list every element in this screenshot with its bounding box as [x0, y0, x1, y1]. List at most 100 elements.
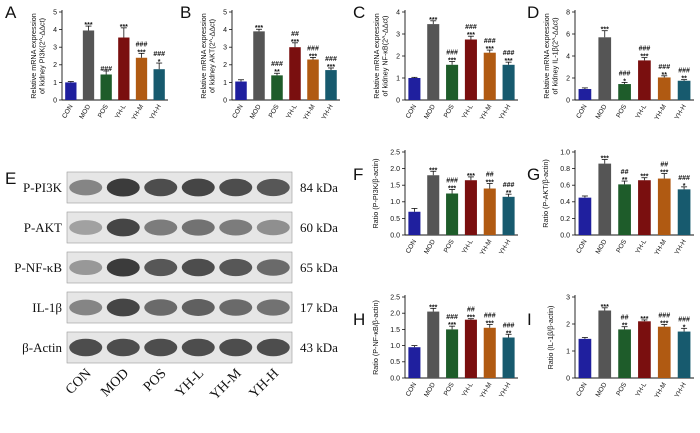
significance-star: *** [601, 27, 609, 34]
bar-pos [100, 74, 112, 100]
category-label: YH-M [479, 239, 493, 257]
blot-band [256, 338, 290, 357]
bar-mod [598, 163, 612, 235]
category-label: MOD [78, 103, 92, 120]
significance-star: *** [84, 22, 92, 29]
significance-hash: ### [619, 70, 631, 77]
significance-hash: ### [136, 41, 148, 48]
bar-yh-m [657, 178, 671, 235]
significance-star: *** [467, 32, 475, 39]
significance-hash: ### [271, 61, 283, 68]
chart-panel-b: B 0 1 2 3 4 5 Relative mRNA expressionof kidney… [180, 3, 340, 122]
blot-row-0: P-PI3K 84 kDa [23, 171, 338, 204]
bar-pos [446, 64, 459, 100]
blot-row-4: β-Actin 43 kDa [22, 331, 338, 364]
y-tick-label: 0.0 [390, 375, 400, 382]
category-label: YH-H [149, 103, 163, 121]
category-label: POS [443, 381, 456, 397]
significance-star: *** [660, 321, 668, 328]
category-label: YH-H [674, 381, 688, 399]
significance-star: *** [448, 186, 456, 193]
bar-pos [446, 329, 459, 378]
blot-band [181, 219, 215, 236]
bar-yh-m [657, 77, 671, 100]
significance-star: ** [622, 323, 628, 330]
category-label: POS [443, 103, 456, 119]
significance-star: *** [429, 17, 437, 24]
category-label: YH-L [635, 103, 649, 120]
significance-star: *** [601, 304, 609, 311]
category-label: POS [615, 238, 628, 254]
blot-strip [66, 211, 293, 244]
bar-yh-l [289, 47, 301, 100]
significance-hash: ## [660, 162, 668, 169]
blot-protein-label: P-NF-κB [14, 260, 62, 275]
blot-band [219, 258, 253, 277]
y-tick-label: 1 [396, 75, 400, 82]
significance-star: * [683, 183, 686, 190]
significance-star: * [623, 78, 626, 85]
y-tick-label: 1.0 [390, 199, 400, 206]
bar-pos [618, 329, 631, 378]
y-tick-label: 0 [396, 97, 400, 104]
y-tick-label: 1.0 [390, 343, 400, 350]
y-tick-label: 8 [566, 9, 570, 16]
y-tick-label: 0.0 [560, 232, 570, 239]
bar-mod [598, 310, 612, 378]
blot-strip [66, 251, 293, 284]
significance-hash: ## [486, 172, 494, 179]
significance-star: *** [448, 58, 456, 65]
category-label: POS [268, 103, 281, 119]
category-label: YH-H [321, 103, 335, 121]
category-label: CON [405, 381, 419, 397]
blot-band [144, 178, 178, 197]
y-axis-label: Ratio (IL-1β/β-actin) [546, 306, 555, 370]
significance-hash: ### [503, 50, 515, 57]
significance-hash: ### [639, 46, 651, 53]
category-label: MOD [423, 381, 437, 398]
y-axis-label: Relative mRNA expressionof kidney AKT(2^… [199, 13, 217, 98]
blot-band [106, 258, 140, 277]
category-label: MOD [595, 238, 609, 255]
bar-yh-h [502, 64, 515, 100]
category-label: CON [231, 103, 245, 119]
blot-band [106, 298, 140, 317]
bar-yh-h [325, 70, 337, 100]
y-axis-label: Ratio (P-PI3K/β-actin) [371, 158, 380, 228]
significance-star: *** [255, 25, 263, 32]
category-label: MOD [249, 103, 263, 120]
blot-band [69, 179, 103, 196]
significance-hash: ### [678, 175, 690, 182]
blot-strip [66, 291, 293, 324]
significance-star: *** [467, 315, 475, 322]
y-tick-label: 4 [566, 53, 570, 60]
western-blot-panel: E P-PI3K 84 kDa P-AKT 60 kDa P-NF-κB 65 kDa IL-… [5, 169, 338, 403]
significance-hash: ### [484, 313, 496, 320]
blot-band [256, 299, 290, 316]
category-label: YH-M [302, 104, 316, 122]
blot-band [69, 338, 103, 357]
bar-yh-l [464, 319, 477, 378]
y-tick-label: 4 [53, 27, 57, 34]
significance-star: *** [601, 155, 609, 162]
category-label: YH-L [635, 238, 649, 255]
bar-yh-m [483, 52, 496, 100]
panel-letter: B [180, 3, 191, 22]
category-label: MOD [595, 103, 609, 120]
significance-hash: ### [678, 316, 690, 323]
lane-label: CON [63, 366, 95, 398]
significance-hash: ## [467, 307, 475, 314]
blot-protein-label: β-Actin [22, 340, 62, 355]
category-label: YH-L [461, 238, 475, 255]
blot-band [219, 178, 253, 197]
panel-letter: A [5, 3, 17, 22]
lane-label: MOD [98, 366, 132, 400]
significance-hash: ## [621, 169, 629, 176]
category-label: POS [615, 381, 628, 397]
y-tick-label: 5 [223, 9, 227, 16]
blot-band [256, 259, 290, 276]
significance-hash: ### [446, 50, 458, 57]
blot-band [144, 299, 178, 316]
y-tick-label: 2 [396, 53, 400, 60]
category-label: YH-H [498, 381, 512, 399]
